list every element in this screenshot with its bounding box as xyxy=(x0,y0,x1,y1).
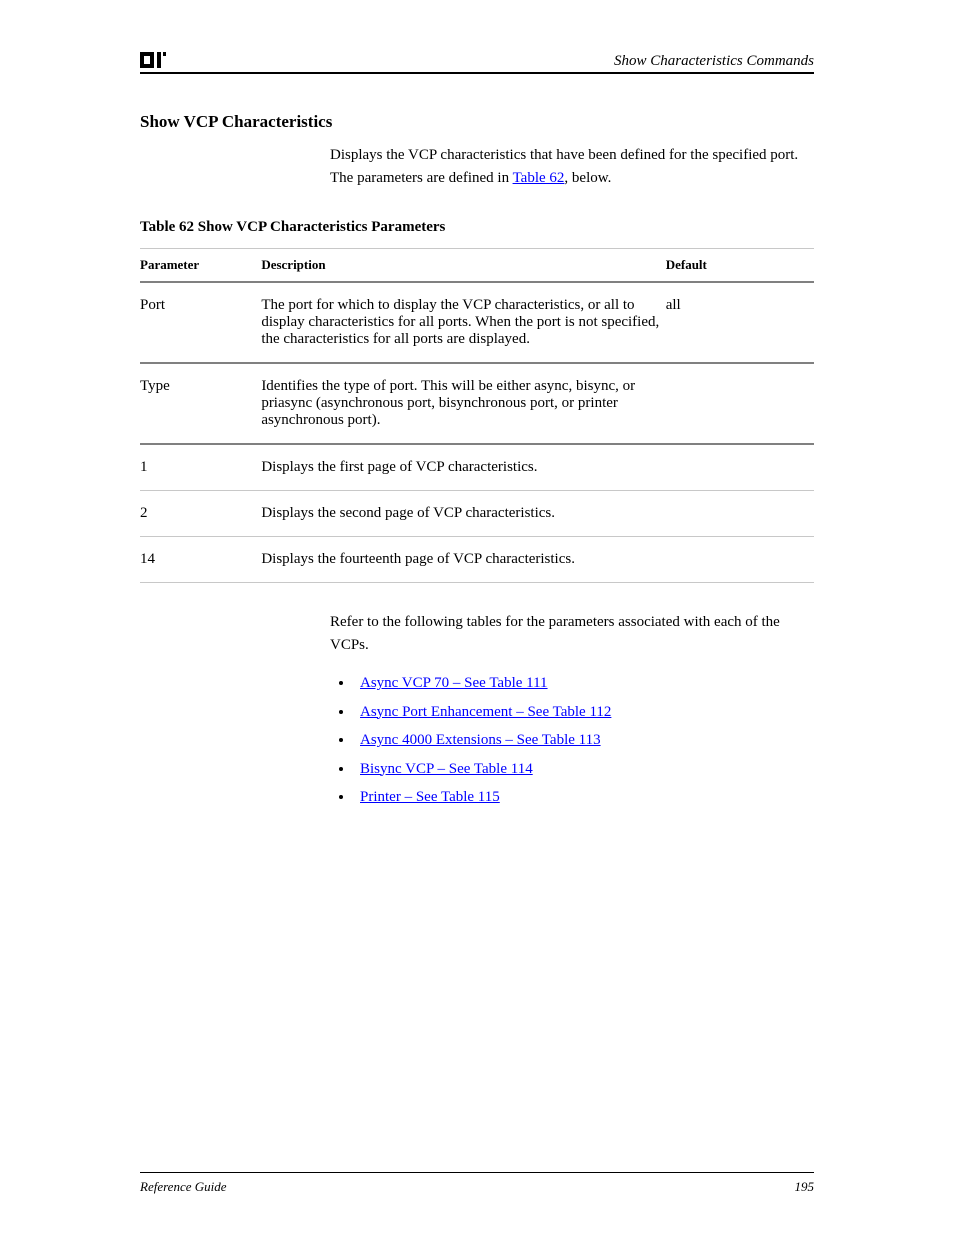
table-row: 2 Displays the second page of VCP charac… xyxy=(140,490,814,536)
cell-desc: Displays the fourteenth page of VCP char… xyxy=(261,536,665,582)
reference-link[interactable]: Async VCP 70 – See Table 111 xyxy=(360,675,548,691)
cell-default: all xyxy=(666,282,814,363)
table-ref-link[interactable]: Table 62 xyxy=(513,170,565,186)
cell-desc: Displays the second page of VCP characte… xyxy=(261,490,665,536)
header-bar: Show Characteristics Commands xyxy=(140,50,814,74)
table-row: 1 Displays the first page of VCP charact… xyxy=(140,444,814,491)
reference-link[interactable]: Printer – See Table 115 xyxy=(360,789,500,805)
col-header-description: Description xyxy=(261,248,665,282)
cell-param: 14 xyxy=(140,536,261,582)
page-header: Show Characteristics Commands xyxy=(140,50,814,74)
list-item: Async VCP 70 – See Table 111 xyxy=(354,669,814,698)
list-item: Bisync VCP – See Table 114 xyxy=(354,755,814,784)
list-item: Async Port Enhancement – See Table 112 xyxy=(354,698,814,727)
references-list: Async VCP 70 – See Table 111 Async Port … xyxy=(354,669,814,812)
page: Show Characteristics Commands Show VCP C… xyxy=(0,0,954,1235)
vcp-params-table: Parameter Description Default Port The p… xyxy=(140,248,814,583)
table-row: Port The port for which to display the V… xyxy=(140,282,814,363)
list-item: Printer – See Table 115 xyxy=(354,783,814,812)
cell-default xyxy=(666,490,814,536)
intro-text-suffix: , below. xyxy=(564,170,611,186)
section-heading-vcp: Show VCP Characteristics xyxy=(140,112,814,132)
cell-desc: Displays the first page of VCP character… xyxy=(261,444,665,491)
reference-link[interactable]: Async Port Enhancement – See Table 112 xyxy=(360,704,611,720)
cell-desc: Identifies the type of port. This will b… xyxy=(261,363,665,444)
intro-paragraph: Displays the VCP characteristics that ha… xyxy=(330,144,814,191)
cell-param: Port xyxy=(140,282,261,363)
col-header-parameter: Parameter xyxy=(140,248,261,282)
cell-default xyxy=(666,536,814,582)
reference-link[interactable]: Bisync VCP – See Table 114 xyxy=(360,761,533,777)
cell-default xyxy=(666,363,814,444)
cell-default xyxy=(666,444,814,491)
references-intro: Refer to the following tables for the pa… xyxy=(330,611,814,658)
table-row: 14 Displays the fourteenth page of VCP c… xyxy=(140,536,814,582)
reference-link[interactable]: Async 4000 Extensions – See Table 113 xyxy=(360,732,601,748)
table-row: Type Identifies the type of port. This w… xyxy=(140,363,814,444)
list-item: Async 4000 Extensions – See Table 113 xyxy=(354,726,814,755)
table-header-row: Parameter Description Default xyxy=(140,248,814,282)
cell-desc: The port for which to display the VCP ch… xyxy=(261,282,665,363)
intro-block: Displays the VCP characteristics that ha… xyxy=(330,144,814,191)
footer-page-number: 195 xyxy=(795,1179,815,1195)
cell-param: 1 xyxy=(140,444,261,491)
cell-param: 2 xyxy=(140,490,261,536)
brand-logo-icon xyxy=(140,50,168,70)
footer-left: Reference Guide xyxy=(140,1179,227,1195)
references-block: Refer to the following tables for the pa… xyxy=(330,611,814,812)
col-header-default: Default xyxy=(666,248,814,282)
cell-param: Type xyxy=(140,363,261,444)
page-footer: Reference Guide 195 xyxy=(140,1172,814,1195)
table-caption: Table 62 Show VCP Characteristics Parame… xyxy=(140,219,814,236)
header-title: Show Characteristics Commands xyxy=(614,53,814,70)
